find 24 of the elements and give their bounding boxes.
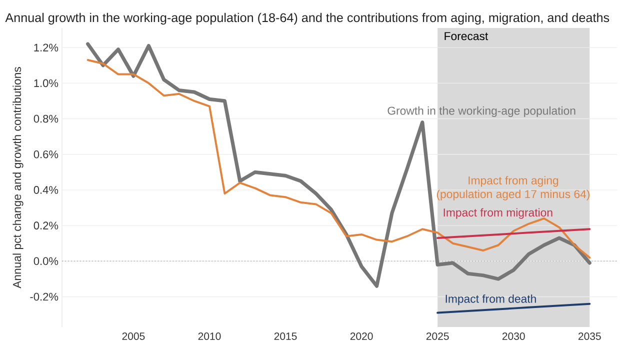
y-tick-label: 1.2% — [34, 44, 58, 52]
band-label: Forecast — [444, 32, 488, 40]
series-label: Impact from death — [446, 294, 536, 306]
chart-title: Annual growth in the working-age population (18-64) and the contributions from aging, migration, and deaths — [5, 12, 610, 25]
y-tick-label: 0.6% — [34, 150, 58, 158]
line-series — [86, 59, 591, 259]
x-tick-label: 2020 — [350, 332, 373, 340]
x-tick-label: 2025 — [426, 332, 449, 340]
y-axis-title: Annual pct change and growth contributions — [12, 67, 24, 288]
x-tick-label: 2030 — [502, 332, 525, 340]
y-tick-label: 0.0% — [34, 257, 58, 266]
text: Growth in the working-age population — [388, 106, 576, 118]
y-tick-label: 0.4% — [34, 186, 58, 194]
x-tick-label: 2015 — [274, 332, 297, 340]
x-tick-label: 2005 — [122, 332, 145, 340]
y-tick-label: -0.2% — [30, 292, 58, 301]
x-tick-label: 2035 — [578, 332, 601, 340]
y-tick-label: 1.0% — [34, 79, 58, 88]
text: Impact from aging (population aged 17 minus 64) — [436, 176, 590, 200]
series-label: Impact from migration — [444, 208, 552, 219]
x-tick-label: 2010 — [198, 332, 221, 340]
line-series — [86, 42, 592, 288]
y-tick-label: 0.8% — [34, 114, 58, 123]
y-tick-label: 0.2% — [34, 222, 58, 230]
